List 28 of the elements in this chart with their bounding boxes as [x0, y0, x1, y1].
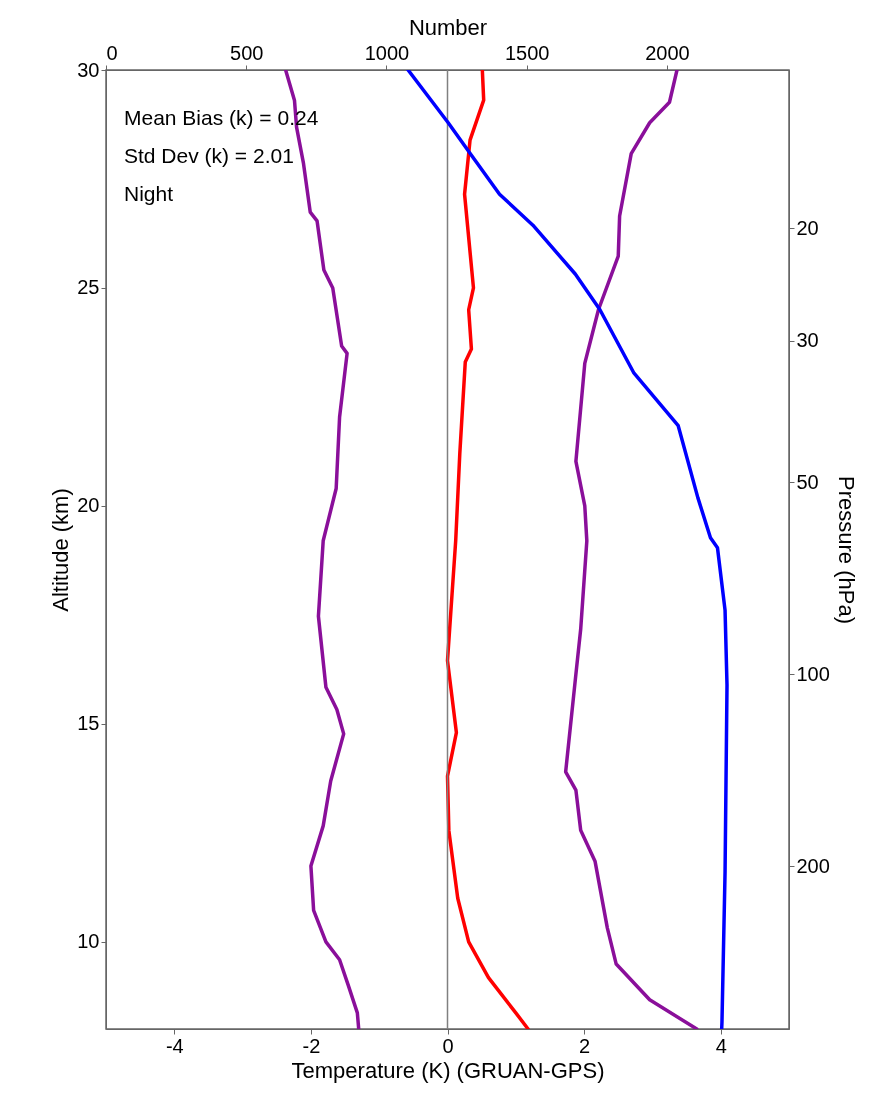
y-tick-label: 20 [77, 494, 100, 517]
y-tick-label: 15 [77, 712, 100, 735]
annotation: Std Dev (k) = 2.01 [124, 144, 294, 167]
x-tick-label: 2 [579, 1034, 591, 1057]
y2-axis-title: Pressure (hPa) [833, 476, 859, 624]
y2-tick-label: 200 [796, 854, 830, 877]
y-tick-label: 30 [77, 58, 100, 81]
line-series [563, 70, 699, 1029]
x2-tick-label: 1000 [364, 41, 410, 64]
x-tick-label: 4 [715, 1034, 727, 1057]
line-series [445, 70, 530, 1029]
x2-tick-label: 500 [230, 41, 264, 64]
y-tick-label: 25 [77, 276, 100, 299]
x-axis-title: Temperature (K) (GRUAN-GPS) [291, 1057, 605, 1083]
y2-tick-label: 30 [796, 329, 819, 352]
y-axis-title: Altitude (km) [48, 488, 74, 612]
x-tick-label: -4 [165, 1034, 184, 1057]
x2-tick-label: 2000 [645, 41, 690, 64]
x-tick-label: -2 [302, 1034, 321, 1057]
x2-tick-label: 0 [106, 41, 118, 64]
x-tick-label: 0 [442, 1034, 454, 1057]
x2-tick-label: 1500 [504, 41, 550, 64]
y2-tick-label: 20 [796, 216, 819, 239]
annotation: Night [124, 182, 174, 205]
y2-tick-label: 100 [796, 662, 830, 685]
y-tick-label: 10 [77, 930, 100, 953]
x2-axis-title: Number [408, 14, 488, 40]
y2-tick-label: 50 [796, 470, 819, 493]
